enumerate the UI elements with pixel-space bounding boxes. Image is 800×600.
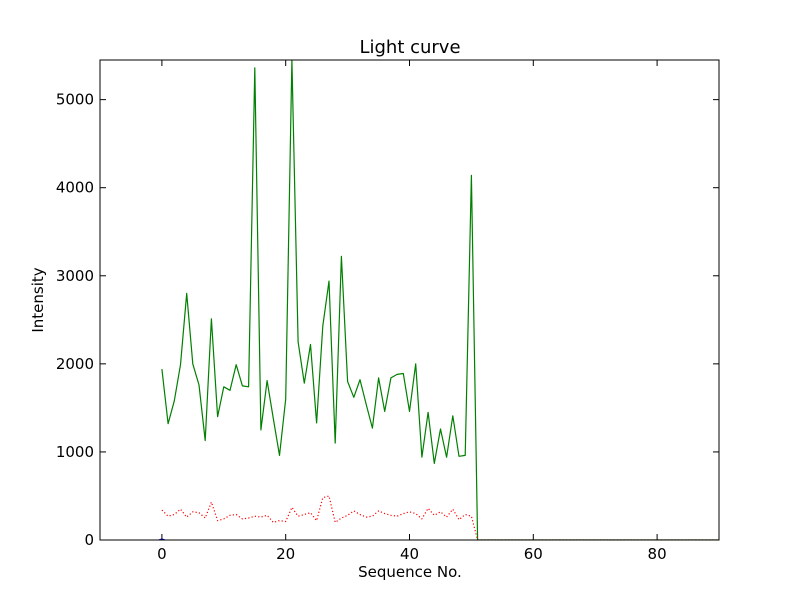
y-tick-label: 3000 — [56, 267, 94, 285]
y-tick-label: 1000 — [56, 443, 94, 461]
x-tick-label: 40 — [400, 545, 419, 563]
y-tick-label: 0 — [84, 531, 94, 549]
x-tick-label: 20 — [276, 545, 295, 563]
x-axis: 0 20 40 60 80 — [157, 60, 667, 563]
x-tick-label: 60 — [524, 545, 543, 563]
y-tick-label: 5000 — [56, 91, 94, 109]
x-axis-label: Sequence No. — [358, 563, 462, 581]
x-tick-label: 80 — [648, 545, 667, 563]
chart-title: Light curve — [359, 37, 460, 58]
x-tick-label: 0 — [157, 545, 167, 563]
y-tick-label: 4000 — [56, 179, 94, 197]
y-axis: 0 1000 2000 3000 4000 5000 — [56, 91, 719, 549]
y-tick-label: 2000 — [56, 355, 94, 373]
y-axis-label: Intensity — [29, 267, 47, 332]
series-line-1 — [161, 60, 719, 540]
